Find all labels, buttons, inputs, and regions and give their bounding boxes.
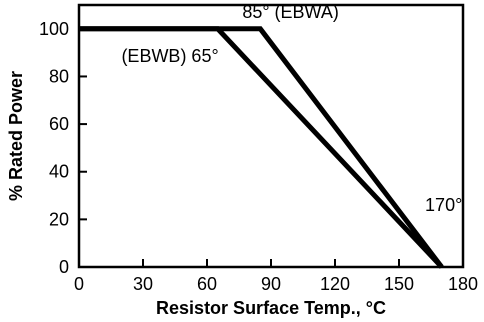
y-tick-label: 20 <box>49 209 69 229</box>
x-tick-label: 180 <box>448 274 478 294</box>
y-tick-label: 60 <box>49 114 69 134</box>
y-tick-label: 0 <box>59 257 69 277</box>
x-tick-label: 60 <box>197 274 217 294</box>
x-tick-label: 120 <box>320 274 350 294</box>
x-tick-label: 150 <box>384 274 414 294</box>
y-tick-label: 100 <box>39 19 69 39</box>
series-lines <box>79 26 444 269</box>
series-line-ebwb <box>79 26 444 269</box>
annotation-ebwb-65: (EBWB) 65° <box>121 46 218 66</box>
annotation-ebwa-85: 85° (EBWA) <box>242 2 339 22</box>
annotations: 85° (EBWA) (EBWB) 65° 170° <box>121 2 462 215</box>
y-axis-title: % Rated Power <box>6 71 26 201</box>
axis-ticks: 0 30 60 90 120 150 180 0 20 40 60 80 100 <box>39 19 478 294</box>
annotation-170: 170° <box>425 195 462 215</box>
x-tick-label: 0 <box>74 274 84 294</box>
y-tick-label: 40 <box>49 162 69 182</box>
x-tick-label: 30 <box>133 274 153 294</box>
x-axis-title: Resistor Surface Temp., °C <box>156 298 386 318</box>
y-tick-label: 80 <box>49 66 69 86</box>
x-tick-label: 90 <box>261 274 281 294</box>
